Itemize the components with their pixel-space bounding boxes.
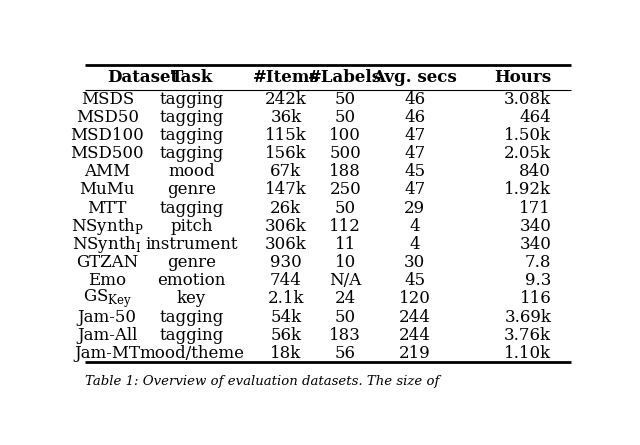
Text: 2.1k: 2.1k [268,291,304,307]
Text: instrument: instrument [145,236,238,253]
Text: 183: 183 [330,327,362,344]
Text: Jam-50: Jam-50 [78,308,137,326]
Text: Emo: Emo [88,272,126,289]
Text: MSD500: MSD500 [70,145,144,162]
Text: 54k: 54k [270,308,301,326]
Text: #Items: #Items [252,69,319,86]
Text: 219: 219 [399,345,431,362]
Text: 156k: 156k [265,145,307,162]
Text: 3.69k: 3.69k [504,308,551,326]
Text: 840: 840 [519,163,551,180]
Text: 18k: 18k [270,345,301,362]
Text: Hours: Hours [494,69,551,86]
Text: mood/theme: mood/theme [139,345,244,362]
Text: tagging: tagging [159,327,224,344]
Text: 244: 244 [399,327,431,344]
Text: 9.3: 9.3 [525,272,551,289]
Text: 26k: 26k [270,200,301,217]
Text: MSD100: MSD100 [70,127,144,144]
Text: genre: genre [167,182,216,198]
Text: MSDS: MSDS [81,91,134,108]
Text: pitch: pitch [170,218,213,235]
Text: 46: 46 [404,109,426,126]
Text: 45: 45 [404,272,426,289]
Text: 244: 244 [399,308,431,326]
Text: 67k: 67k [270,163,301,180]
Text: MTT: MTT [88,200,127,217]
Text: 50: 50 [335,91,356,108]
Text: tagging: tagging [159,200,224,217]
Text: 120: 120 [399,291,431,307]
Text: Jam-MT: Jam-MT [74,345,140,362]
Text: 56: 56 [335,345,356,362]
Text: N/A: N/A [329,272,362,289]
Text: 3.08k: 3.08k [504,91,551,108]
Text: 46: 46 [404,91,426,108]
Text: 464: 464 [520,109,551,126]
Text: 10: 10 [335,254,356,271]
Text: 306k: 306k [265,236,307,253]
Text: 7.8: 7.8 [525,254,551,271]
Text: Jam-All: Jam-All [77,327,138,344]
Text: 115k: 115k [265,127,307,144]
Text: Task: Task [170,69,212,86]
Text: $\mathregular{NSynth}_{\mathregular{P}}$: $\mathregular{NSynth}_{\mathregular{P}}$ [71,216,144,237]
Text: 242k: 242k [265,91,307,108]
Text: 29: 29 [404,200,426,217]
Text: emotion: emotion [157,272,226,289]
Text: tagging: tagging [159,109,224,126]
Text: MuMu: MuMu [79,182,135,198]
Text: 744: 744 [270,272,302,289]
Text: 340: 340 [519,218,551,235]
Text: Avg. secs: Avg. secs [372,69,457,86]
Text: 340: 340 [519,236,551,253]
Text: 116: 116 [520,291,551,307]
Text: mood: mood [168,163,215,180]
Text: $\mathregular{NSynth}_{\mathregular{I}}$: $\mathregular{NSynth}_{\mathregular{I}}$ [72,234,142,255]
Text: tagging: tagging [159,145,224,162]
Text: Dataset: Dataset [108,69,179,86]
Text: genre: genre [167,254,216,271]
Text: 36k: 36k [270,109,301,126]
Text: 45: 45 [404,163,426,180]
Text: GTZAN: GTZAN [76,254,138,271]
Text: 50: 50 [335,308,356,326]
Text: key: key [177,291,206,307]
Text: tagging: tagging [159,308,224,326]
Text: 112: 112 [330,218,362,235]
Text: 4: 4 [410,218,420,235]
Text: 188: 188 [330,163,362,180]
Text: 50: 50 [335,109,356,126]
Text: 24: 24 [335,291,356,307]
Text: 500: 500 [330,145,361,162]
Text: tagging: tagging [159,91,224,108]
Text: 50: 50 [335,200,356,217]
Text: Table 1: Overview of evaluation datasets. The size of: Table 1: Overview of evaluation datasets… [85,375,439,388]
Text: 1.92k: 1.92k [504,182,551,198]
Text: 250: 250 [330,182,361,198]
Text: MSD50: MSD50 [76,109,139,126]
Text: 56k: 56k [270,327,301,344]
Text: 100: 100 [330,127,362,144]
Text: 1.50k: 1.50k [504,127,551,144]
Text: 47: 47 [404,182,426,198]
Text: 1.10k: 1.10k [504,345,551,362]
Text: 4: 4 [410,236,420,253]
Text: 30: 30 [404,254,426,271]
Text: 930: 930 [270,254,301,271]
Text: 306k: 306k [265,218,307,235]
Text: 2.05k: 2.05k [504,145,551,162]
Text: 11: 11 [335,236,356,253]
Text: $\mathregular{GS}_{\mathregular{Key}}$: $\mathregular{GS}_{\mathregular{Key}}$ [83,288,132,310]
Text: tagging: tagging [159,127,224,144]
Text: 171: 171 [519,200,551,217]
Text: 47: 47 [404,127,426,144]
Text: 3.76k: 3.76k [504,327,551,344]
Text: 47: 47 [404,145,426,162]
Text: 147k: 147k [265,182,307,198]
Text: AMM: AMM [84,163,131,180]
Text: #Labels: #Labels [308,69,383,86]
